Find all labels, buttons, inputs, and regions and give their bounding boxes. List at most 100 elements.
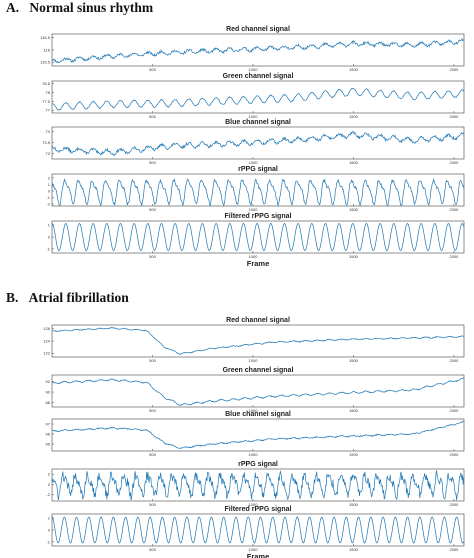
y-tick-label: -1 <box>46 246 50 251</box>
y-tick-label: 78.5 <box>42 81 51 86</box>
plot-frame <box>51 173 465 207</box>
x-tick-label: 500 <box>149 67 156 72</box>
chart-title: Red channel signal <box>226 317 290 324</box>
y-tick-label: 126 <box>43 326 50 331</box>
chart-title: Green channel signal <box>223 367 294 374</box>
signal-line <box>51 37 464 64</box>
chart-title: Green channel signal <box>223 73 294 80</box>
y-tick-label: 74 <box>46 129 51 134</box>
x-tick-label: 500 <box>149 452 156 457</box>
y-tick-label: -1 <box>46 539 50 544</box>
y-tick-label: 92 <box>46 379 51 384</box>
x-tick-label: 1000 <box>249 502 259 507</box>
section-a-heading: A. Normal sinus rhythm <box>6 0 153 16</box>
chart-title: rPPG signal <box>238 166 278 173</box>
x-tick-label: 2000 <box>449 408 459 413</box>
y-tick-label: 90 <box>46 389 51 394</box>
chart-panel: Filtered rPPG signal 500 1000 1500 2000 1 0 -1 F… <box>46 213 465 268</box>
x-tick-label: 500 <box>149 358 156 363</box>
x-axis-label: Frame <box>247 259 270 268</box>
x-tick-label: 2000 <box>449 207 459 212</box>
chart-panel: Red channel signal 500 1000 1500 2000 116.5 11… <box>40 26 465 72</box>
y-tick-label: 77 <box>46 108 51 113</box>
x-tick-label: 500 <box>149 160 156 165</box>
y-tick-label: 116 <box>44 47 51 52</box>
section-b-heading: B. Atrial fibrillation <box>6 290 129 306</box>
chart-panel: Green channel signal 500 1000 1500 2000 78.5 7… <box>42 73 465 119</box>
x-tick-label: 1500 <box>349 254 359 259</box>
y-tick-label: 124 <box>43 338 50 343</box>
signal-line <box>51 130 465 156</box>
y-tick-label: 116.5 <box>40 35 50 40</box>
y-tick-label: 97 <box>46 421 51 426</box>
y-tick-label: 96 <box>46 431 51 436</box>
x-tick-label: 500 <box>149 254 156 259</box>
x-tick-label: 1000 <box>249 254 259 259</box>
x-tick-label: 1500 <box>349 114 359 119</box>
signal-line <box>52 326 464 355</box>
section-a-title: Normal sinus rhythm <box>29 0 154 15</box>
y-tick-label: 2 <box>48 175 51 180</box>
y-tick-label: 2 <box>48 472 51 477</box>
chart-panel: Green channel signal 500 1000 1500 2000 92 90 8… <box>46 367 465 413</box>
x-tick-label: 1500 <box>349 160 359 165</box>
y-tick-label: 77.5 <box>42 99 51 104</box>
x-tick-label: 500 <box>149 502 156 507</box>
x-tick-label: 1500 <box>349 67 359 72</box>
y-tick-label: 1 <box>48 223 51 228</box>
x-tick-label: 1000 <box>249 408 259 413</box>
x-tick-label: 1000 <box>249 452 259 457</box>
plot-frame <box>51 374 465 408</box>
y-tick-label: 0 <box>48 234 51 239</box>
x-tick-label: 1500 <box>349 547 359 552</box>
y-tick-label: 88 <box>46 400 51 405</box>
x-axis-label: Frame <box>247 552 270 558</box>
x-tick-label: 1000 <box>249 67 259 72</box>
x-tick-label: 2000 <box>449 547 459 552</box>
y-tick-label: 95 <box>46 441 51 446</box>
x-tick-label: 1500 <box>349 358 359 363</box>
chart-title: Red channel signal <box>226 26 290 33</box>
chart-panel: Red channel signal 500 1000 1500 2000 126 124 1… <box>43 317 465 363</box>
plot-frame <box>51 468 465 502</box>
chart-panel: Blue channel signal 500 1000 1500 2000 97 96 95 <box>46 411 465 457</box>
plot-frame <box>51 418 465 452</box>
signal-line <box>51 420 464 450</box>
x-tick-label: 500 <box>149 114 156 119</box>
x-tick-label: 1500 <box>349 408 359 413</box>
x-tick-label: 500 <box>149 408 156 413</box>
signal-line <box>51 516 464 544</box>
y-tick-label: 73 <box>46 151 51 156</box>
y-tick-label: -2 <box>46 201 50 206</box>
chart-title: rPPG signal <box>238 461 278 468</box>
x-tick-label: 2000 <box>449 114 459 119</box>
x-tick-label: 2000 <box>449 254 459 259</box>
x-tick-label: 2000 <box>449 67 459 72</box>
signal-line <box>51 377 465 406</box>
x-tick-label: 1000 <box>249 114 259 119</box>
x-tick-label: 2000 <box>449 358 459 363</box>
chart-panel: rPPG signal 500 1000 1500 2000 2 10 -1-2 <box>46 166 465 212</box>
y-tick-label: 1 <box>48 182 51 187</box>
chart-title: Blue channel signal <box>225 119 291 126</box>
chart-panel: Filtered rPPG signal 500 1000 1500 2000 1 0 -1 F… <box>46 506 465 558</box>
x-tick-label: 1000 <box>249 547 259 552</box>
section-b-title: Atrial fibrillation <box>28 290 129 305</box>
x-tick-label: 2000 <box>449 452 459 457</box>
x-tick-label: 1500 <box>349 452 359 457</box>
x-tick-label: 1500 <box>349 502 359 507</box>
y-tick-label: 122 <box>43 351 50 356</box>
x-tick-label: 500 <box>149 547 156 552</box>
y-tick-label: 78 <box>46 90 51 95</box>
signal-line <box>51 87 465 111</box>
x-tick-label: 2000 <box>449 502 459 507</box>
y-tick-label: 0 <box>48 527 51 532</box>
y-tick-label: 1 <box>48 516 51 521</box>
signal-line <box>51 469 465 501</box>
plot-frame <box>51 80 465 114</box>
y-tick-label: -1 <box>46 195 50 200</box>
y-tick-label: 73.5 <box>42 140 51 145</box>
section-a-letter: A. <box>6 0 20 15</box>
y-tick-label: 0 <box>48 482 51 487</box>
